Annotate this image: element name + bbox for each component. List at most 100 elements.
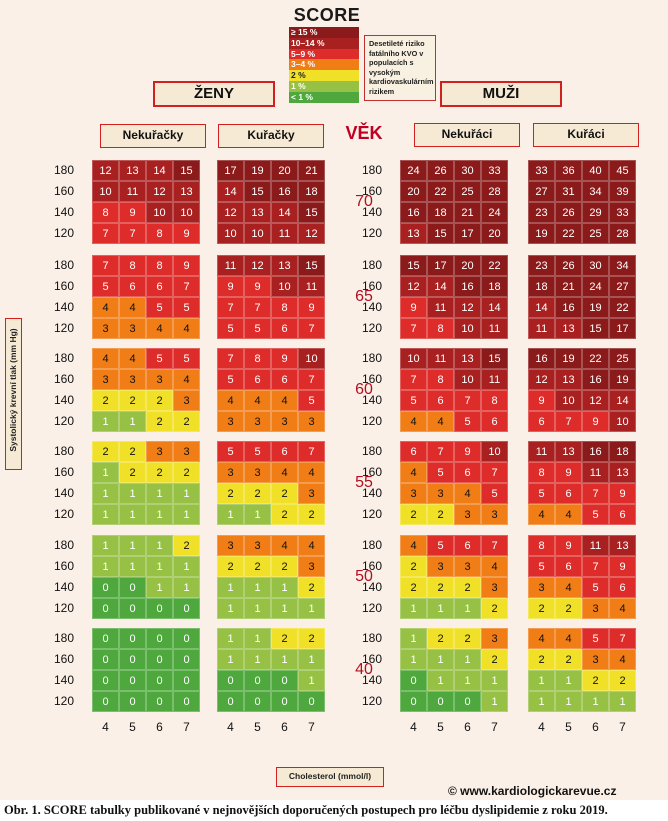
risk-cell: 8 xyxy=(146,223,173,244)
risk-cell: 26 xyxy=(427,160,454,181)
risk-cell: 16 xyxy=(454,276,481,297)
risk-cell: 1 xyxy=(119,556,146,577)
risk-cell: 4 xyxy=(609,598,636,619)
legend-item: ≥ 15 % xyxy=(289,27,359,38)
risk-cell: 1 xyxy=(400,649,427,670)
risk-cell: 7 xyxy=(609,628,636,649)
risk-cell: 7 xyxy=(92,223,119,244)
risk-cell: 5 xyxy=(173,348,200,369)
sbp-label: 180 xyxy=(53,258,74,272)
risk-cell: 13 xyxy=(454,348,481,369)
risk-cell: 5 xyxy=(427,535,454,556)
sbp-label: 160 xyxy=(53,465,74,479)
risk-cell: 3 xyxy=(298,411,325,432)
risk-cell: 2 xyxy=(146,411,173,432)
risk-cell: 14 xyxy=(609,390,636,411)
cholesterol-tick: 5 xyxy=(565,720,572,734)
risk-cell: 3 xyxy=(528,577,555,598)
risk-cell: 3 xyxy=(582,598,609,619)
risk-cell: 6 xyxy=(555,483,582,504)
cholesterol-tick: 7 xyxy=(619,720,626,734)
risk-cell: 6 xyxy=(528,411,555,432)
risk-cell: 10 xyxy=(298,348,325,369)
risk-cell: 1 xyxy=(146,504,173,525)
risk-cell: 7 xyxy=(217,297,244,318)
risk-cell: 12 xyxy=(217,202,244,223)
risk-cell: 2 xyxy=(92,441,119,462)
risk-cell: 4 xyxy=(528,628,555,649)
risk-cell: 9 xyxy=(609,556,636,577)
risk-cell: 20 xyxy=(454,255,481,276)
risk-cell: 1 xyxy=(173,556,200,577)
risk-cell: 5 xyxy=(400,390,427,411)
cholesterol-tick: 4 xyxy=(410,720,417,734)
risk-cell: 2 xyxy=(119,462,146,483)
risk-cell: 4 xyxy=(119,348,146,369)
risk-cell: 0 xyxy=(217,670,244,691)
risk-cell: 7 xyxy=(481,462,508,483)
risk-cell: 2 xyxy=(271,556,298,577)
risk-cell: 1 xyxy=(146,535,173,556)
cholesterol-tick: 6 xyxy=(464,720,471,734)
risk-cell: 4 xyxy=(400,462,427,483)
risk-cell: 0 xyxy=(92,577,119,598)
risk-cell: 3 xyxy=(244,462,271,483)
risk-cell: 19 xyxy=(582,297,609,318)
risk-cell: 34 xyxy=(582,181,609,202)
sbp-label: 140 xyxy=(53,486,74,500)
cholesterol-tick: 5 xyxy=(129,720,136,734)
age-label: 60 xyxy=(355,381,373,398)
risk-cell: 3 xyxy=(454,556,481,577)
risk-cell: 4 xyxy=(146,318,173,339)
risk-cell: 0 xyxy=(427,691,454,712)
risk-cell: 0 xyxy=(146,649,173,670)
risk-cell: 3 xyxy=(427,483,454,504)
risk-cell: 2 xyxy=(528,598,555,619)
risk-cell: 1 xyxy=(528,670,555,691)
risk-cell: 4 xyxy=(555,577,582,598)
risk-cell: 1 xyxy=(244,628,271,649)
sbp-label: 140 xyxy=(53,580,74,594)
sbp-label: 180 xyxy=(361,163,382,177)
risk-cell: 19 xyxy=(555,348,582,369)
risk-cell: 0 xyxy=(92,649,119,670)
sbp-label: 140 xyxy=(361,673,382,687)
risk-cell: 3 xyxy=(217,535,244,556)
risk-cell: 3 xyxy=(298,483,325,504)
risk-cell: 1 xyxy=(481,670,508,691)
risk-cell: 16 xyxy=(400,202,427,223)
risk-cell: 2 xyxy=(119,441,146,462)
risk-cell: 23 xyxy=(528,202,555,223)
risk-cell: 5 xyxy=(217,369,244,390)
risk-cell: 9 xyxy=(454,441,481,462)
risk-cell: 10 xyxy=(481,441,508,462)
risk-cell: 13 xyxy=(555,318,582,339)
risk-cell: 8 xyxy=(481,390,508,411)
risk-cell: 6 xyxy=(555,556,582,577)
risk-cell: 19 xyxy=(528,223,555,244)
risk-cell: 1 xyxy=(119,535,146,556)
risk-cell: 3 xyxy=(481,504,508,525)
risk-cell: 33 xyxy=(528,160,555,181)
sbp-label: 180 xyxy=(361,538,382,552)
risk-cell: 7 xyxy=(400,318,427,339)
sbp-label: 180 xyxy=(361,351,382,365)
risk-cell: 9 xyxy=(217,276,244,297)
risk-cell: 2 xyxy=(271,483,298,504)
y-axis-label: Systolický krevní tlak (mm Hg) xyxy=(8,328,18,452)
risk-cell: 8 xyxy=(146,255,173,276)
risk-cell: 5 xyxy=(528,556,555,577)
risk-cell: 3 xyxy=(454,504,481,525)
risk-cell: 11 xyxy=(298,276,325,297)
risk-cell: 2 xyxy=(173,411,200,432)
sbp-label: 180 xyxy=(53,163,74,177)
cholesterol-tick: 6 xyxy=(592,720,599,734)
risk-cell: 5 xyxy=(217,441,244,462)
risk-cell: 0 xyxy=(454,691,481,712)
risk-cell: 13 xyxy=(119,160,146,181)
risk-cell: 0 xyxy=(146,628,173,649)
risk-cell: 2 xyxy=(173,535,200,556)
risk-cell: 8 xyxy=(119,255,146,276)
risk-cell: 9 xyxy=(173,223,200,244)
risk-cell: 1 xyxy=(146,483,173,504)
